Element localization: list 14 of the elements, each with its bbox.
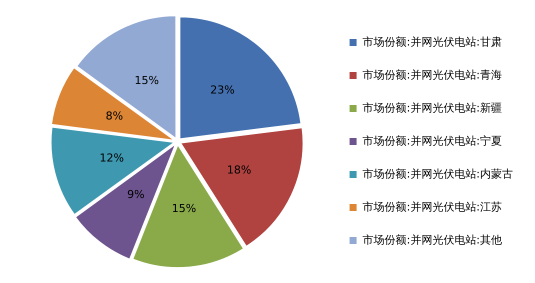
legend-label: 市场份额:并网光伏电站:宁夏: [362, 134, 502, 148]
legend-label: 市场份额:并网光伏电站:江苏: [362, 200, 502, 214]
legend-label: 市场份额:并网光伏电站:内蒙古: [362, 167, 514, 180]
data-label: 8%: [106, 109, 124, 122]
legend-label: 市场份额:并网光伏电站:甘肃: [362, 35, 502, 48]
legend-label: 市场份额:并网光伏电站:新疆: [362, 101, 502, 114]
data-label: 15%: [134, 74, 159, 87]
data-label: 12%: [99, 151, 124, 164]
legend-label: 市场份额:并网光伏电站:青海: [362, 68, 502, 82]
data-label: 9%: [127, 188, 145, 202]
data-label: 23%: [210, 83, 235, 96]
legend-label: 市场份额:并网光伏电站:其他: [362, 233, 502, 246]
data-label: 15%: [172, 202, 196, 216]
data-label: 18%: [226, 163, 252, 176]
